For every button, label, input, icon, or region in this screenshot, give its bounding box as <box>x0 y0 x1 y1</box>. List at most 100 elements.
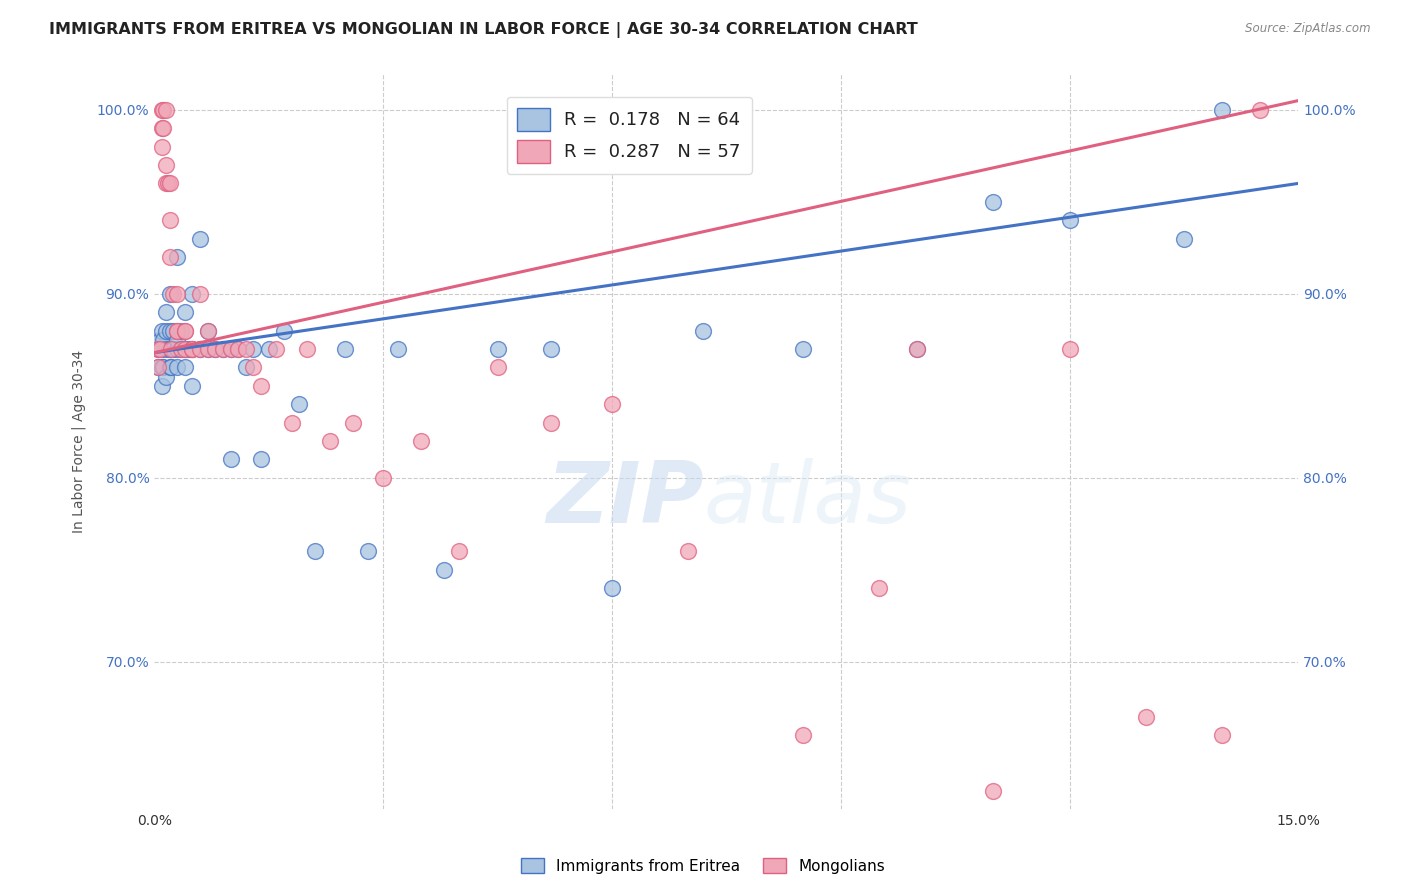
Point <box>792 729 814 743</box>
Point <box>150 360 173 375</box>
Text: Source: ZipAtlas.com: Source: ZipAtlas.com <box>1246 22 1371 36</box>
Point <box>166 286 188 301</box>
Point <box>295 342 318 356</box>
Point <box>159 324 181 338</box>
Point <box>160 360 183 375</box>
Point <box>242 360 264 375</box>
Point <box>1173 231 1195 245</box>
Point <box>155 177 177 191</box>
Point <box>166 333 188 347</box>
Point <box>166 324 188 338</box>
Point <box>250 379 273 393</box>
Point <box>449 544 471 558</box>
Point <box>540 342 562 356</box>
Point <box>792 342 814 356</box>
Point <box>1211 103 1233 117</box>
Point <box>868 581 890 595</box>
Point <box>166 360 188 375</box>
Legend: R =  0.178   N = 64, R =  0.287   N = 57: R = 0.178 N = 64, R = 0.287 N = 57 <box>506 96 752 174</box>
Point <box>150 121 173 136</box>
Point <box>150 324 173 338</box>
Point <box>204 342 226 356</box>
Point <box>152 103 174 117</box>
Point <box>188 342 211 356</box>
Point <box>212 342 235 356</box>
Point <box>257 342 280 356</box>
Point <box>273 324 295 338</box>
Point <box>981 783 1004 797</box>
Point <box>981 194 1004 209</box>
Point <box>197 342 219 356</box>
Point <box>219 342 242 356</box>
Point <box>181 342 204 356</box>
Point <box>242 342 264 356</box>
Point <box>152 360 174 375</box>
Point <box>166 250 188 264</box>
Point <box>181 379 204 393</box>
Point <box>146 360 169 375</box>
Point <box>676 544 699 558</box>
Point <box>212 342 235 356</box>
Point <box>162 286 184 301</box>
Point <box>486 342 509 356</box>
Point <box>692 324 714 338</box>
Point <box>152 333 174 347</box>
Point <box>177 342 200 356</box>
Text: IMMIGRANTS FROM ERITREA VS MONGOLIAN IN LABOR FORCE | AGE 30-34 CORRELATION CHAR: IMMIGRANTS FROM ERITREA VS MONGOLIAN IN … <box>49 22 918 38</box>
Point <box>170 342 193 356</box>
Point <box>173 324 195 338</box>
Point <box>1211 729 1233 743</box>
Point <box>319 434 342 448</box>
Y-axis label: In Labor Force | Age 30-34: In Labor Force | Age 30-34 <box>72 350 86 533</box>
Point <box>146 342 169 356</box>
Point <box>486 360 509 375</box>
Point <box>149 342 172 356</box>
Point <box>235 342 257 356</box>
Point <box>152 121 174 136</box>
Point <box>540 416 562 430</box>
Point <box>150 342 173 356</box>
Point <box>150 139 173 153</box>
Legend: Immigrants from Eritrea, Mongolians: Immigrants from Eritrea, Mongolians <box>515 852 891 880</box>
Point <box>170 324 193 338</box>
Point <box>173 305 195 319</box>
Point <box>905 342 928 356</box>
Point <box>181 286 204 301</box>
Point <box>159 213 181 227</box>
Point <box>159 177 181 191</box>
Point <box>357 544 380 558</box>
Point <box>162 342 184 356</box>
Point <box>266 342 288 356</box>
Point <box>333 342 356 356</box>
Point <box>411 434 433 448</box>
Point <box>226 342 249 356</box>
Point <box>197 342 219 356</box>
Point <box>155 369 177 384</box>
Point <box>155 324 177 338</box>
Point <box>159 286 181 301</box>
Point <box>1249 103 1271 117</box>
Point <box>188 342 211 356</box>
Point <box>159 342 181 356</box>
Point <box>173 342 195 356</box>
Point <box>155 305 177 319</box>
Text: atlas: atlas <box>703 458 911 541</box>
Point <box>146 360 169 375</box>
Point <box>188 286 211 301</box>
Point <box>173 360 195 375</box>
Point <box>1059 342 1081 356</box>
Point <box>149 333 172 347</box>
Point <box>226 342 249 356</box>
Point <box>173 342 195 356</box>
Point <box>170 342 193 356</box>
Point <box>162 324 184 338</box>
Point <box>146 342 169 356</box>
Point <box>160 342 183 356</box>
Point <box>600 397 623 411</box>
Point <box>159 360 181 375</box>
Point <box>250 452 273 467</box>
Point <box>235 360 257 375</box>
Point <box>181 342 204 356</box>
Point <box>600 581 623 595</box>
Point <box>157 177 180 191</box>
